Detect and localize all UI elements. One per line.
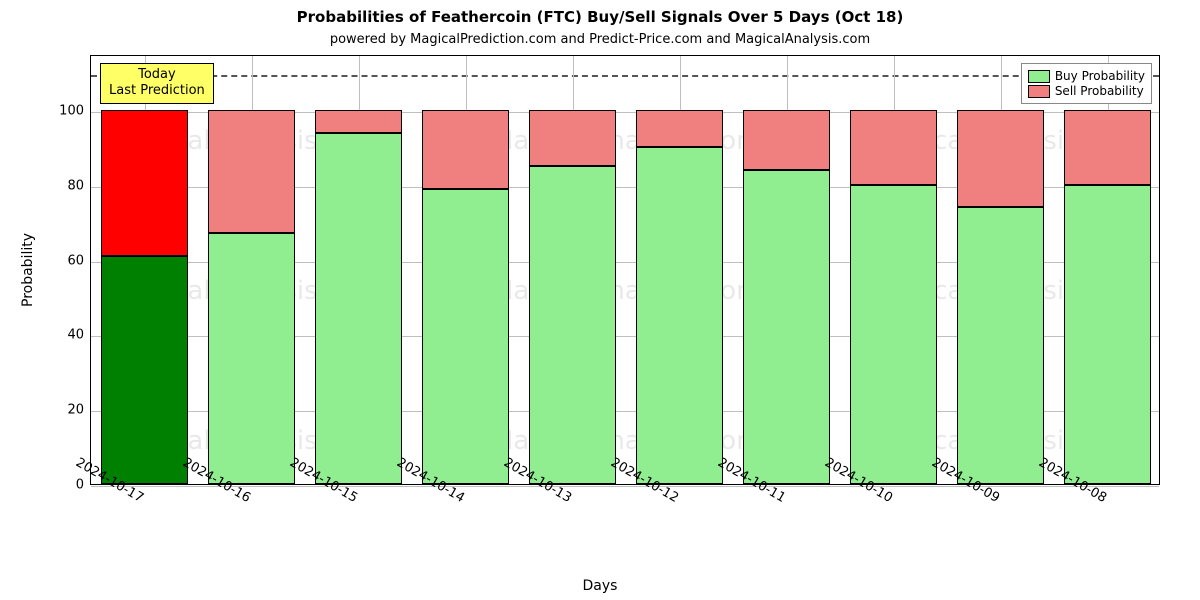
- legend: Buy Probability Sell Probability: [1021, 63, 1152, 104]
- bar-sell: [636, 110, 724, 147]
- bar-buy: [208, 233, 296, 484]
- y-tick-label: 0: [44, 478, 84, 493]
- bar-sell: [529, 110, 617, 166]
- bar-group: [529, 54, 617, 484]
- chart-subtitle: powered by MagicalPrediction.com and Pre…: [0, 32, 1200, 47]
- bar-group: [850, 54, 938, 484]
- legend-swatch-buy: [1028, 70, 1050, 83]
- chart-title: Probabilities of Feathercoin (FTC) Buy/S…: [0, 8, 1200, 26]
- bar-sell: [743, 110, 831, 170]
- bar-buy: [743, 170, 831, 484]
- y-axis-label: Probability: [20, 233, 36, 307]
- legend-item-sell: Sell Probability: [1028, 84, 1145, 98]
- legend-item-buy: Buy Probability: [1028, 69, 1145, 83]
- bar-sell: [422, 110, 510, 189]
- bar-sell: [208, 110, 296, 233]
- y-tick-label: 40: [44, 328, 84, 343]
- bar-buy: [957, 207, 1045, 484]
- bar-group: [101, 54, 189, 484]
- legend-label-sell: Sell Probability: [1055, 84, 1144, 98]
- y-tick-label: 60: [44, 253, 84, 268]
- gridline-horizontal: [91, 486, 1159, 487]
- plot-area: MagicalAnalysis.com MagicalAnalysis.com …: [90, 55, 1160, 485]
- bar-group: [636, 54, 724, 484]
- bar-buy: [1064, 185, 1152, 484]
- bar-buy: [850, 185, 938, 484]
- x-axis-label: Days: [0, 578, 1200, 594]
- bar-sell: [315, 110, 403, 132]
- bar-buy: [636, 147, 724, 484]
- bar-sell: [957, 110, 1045, 207]
- bar-group: [1064, 54, 1152, 484]
- bar-group: [957, 54, 1045, 484]
- legend-label-buy: Buy Probability: [1055, 69, 1145, 83]
- bar-buy: [422, 189, 510, 484]
- bar-buy: [315, 133, 403, 484]
- bar-sell: [850, 110, 938, 185]
- annotation-line2: Last Prediction: [109, 83, 205, 99]
- bar-sell: [101, 110, 189, 256]
- chart-container: Probabilities of Feathercoin (FTC) Buy/S…: [0, 0, 1200, 600]
- bar-group: [208, 54, 296, 484]
- bar-sell: [1064, 110, 1152, 185]
- bar-group: [315, 54, 403, 484]
- bar-group: [422, 54, 510, 484]
- y-tick-label: 80: [44, 178, 84, 193]
- today-annotation: Today Last Prediction: [100, 63, 214, 104]
- bar-buy: [529, 166, 617, 484]
- legend-swatch-sell: [1028, 85, 1050, 98]
- y-tick-label: 100: [44, 104, 84, 119]
- y-tick-label: 20: [44, 403, 84, 418]
- annotation-line1: Today: [109, 67, 205, 83]
- bar-group: [743, 54, 831, 484]
